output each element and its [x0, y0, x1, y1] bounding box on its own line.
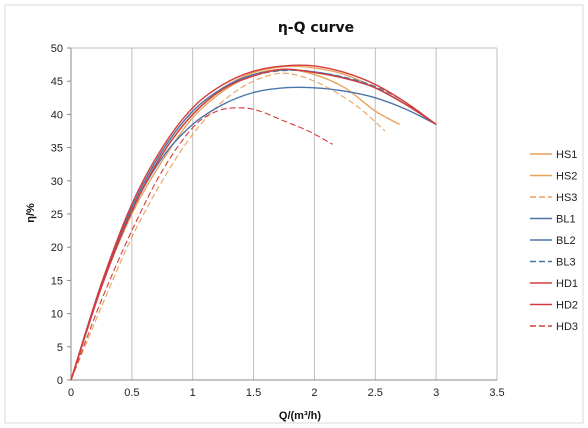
series-line-hd3: [70, 107, 333, 381]
y-tick-label: 20: [51, 242, 63, 254]
y-tick-label: 15: [51, 275, 63, 287]
series-line-hs1: [70, 68, 400, 381]
x-tick-label: 3.5: [489, 387, 504, 399]
legend-label-hs2: HS2: [556, 171, 577, 183]
legend-label-bl1: BL1: [556, 214, 576, 226]
y-tick-label: 50: [51, 43, 63, 55]
x-tick-label: 2: [311, 387, 317, 399]
legend-label-hs1: HS1: [556, 149, 577, 161]
legend-label-hd3: HD3: [556, 321, 578, 333]
grid-lines: [131, 48, 498, 380]
series-line-hd2: [70, 68, 437, 381]
y-axis-label: η/%: [25, 203, 37, 223]
series-lines: [70, 64, 437, 381]
x-tick-label: 0.5: [124, 387, 139, 399]
axes: [67, 47, 497, 381]
x-tick-label: 0: [68, 387, 74, 399]
tick-labels: 0 0.5 1 1.5 2 2.5 3 3.5 0 5 10 15 20 25 30 35 40 45 50: [51, 43, 505, 399]
series-line-hs3: [70, 72, 386, 381]
series-line-hd1: [70, 64, 437, 381]
y-tick-label: 40: [51, 109, 63, 121]
chart-title: η-Q curve: [278, 20, 354, 36]
legend-label-hs3: HS3: [556, 192, 577, 204]
y-tick-label: 10: [51, 309, 63, 321]
x-tick-label: 2.5: [368, 387, 383, 399]
y-tick-label: 25: [51, 209, 63, 221]
chart-frame: [4, 4, 584, 424]
legend-label-hd1: HD1: [556, 278, 578, 290]
y-tick-label: 5: [57, 342, 63, 354]
y-tick-label: 0: [57, 375, 63, 387]
x-tick-label: 1: [190, 387, 196, 399]
legend-label-hd2: HD2: [556, 300, 578, 312]
y-tick-label: 35: [51, 143, 63, 155]
x-tick-label: 3: [433, 387, 439, 399]
y-tick-label: 30: [51, 176, 63, 188]
legend-label-bl3: BL3: [556, 257, 576, 269]
legend: HS1 HS2 HS3 BL1 BL2 BL3 HD1 HD2 HD3: [530, 149, 578, 333]
y-tick-label: 45: [51, 76, 63, 88]
legend-label-bl2: BL2: [556, 235, 576, 247]
x-tick-label: 1.5: [246, 387, 261, 399]
x-axis-label: Q/(m³/h): [279, 410, 321, 422]
